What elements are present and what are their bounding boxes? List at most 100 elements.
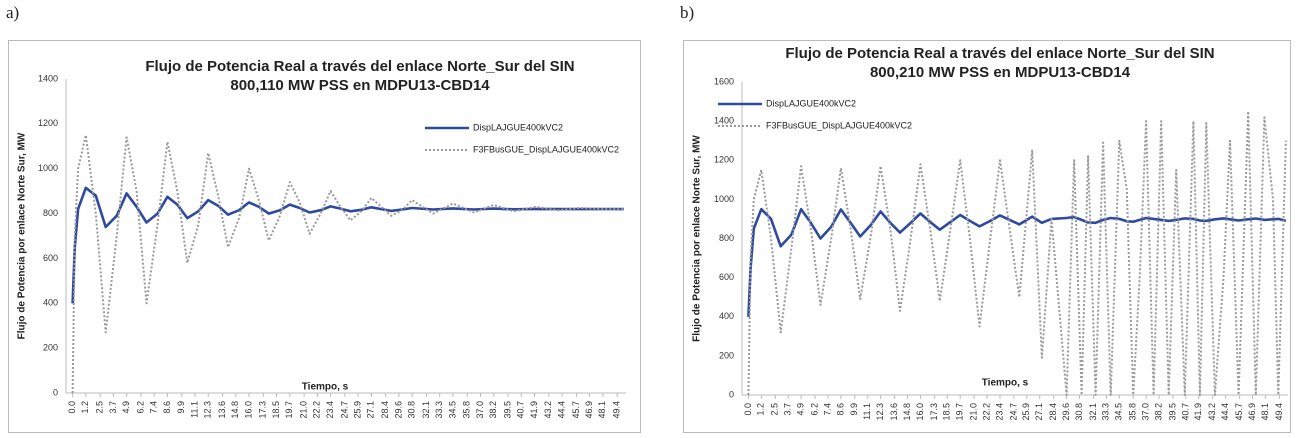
chart-subtitle: 800,110 MW PSS en MDPU13-CBD14 bbox=[230, 77, 490, 94]
x-tick-label: 23.4 bbox=[325, 401, 335, 419]
y-tick-label: 800 bbox=[719, 233, 734, 243]
x-tick-label: 43.2 bbox=[1207, 403, 1217, 421]
legend-label: F3FBusGUE_DispLAJGUE400kVC2 bbox=[766, 120, 912, 130]
x-tick-label: 28.4 bbox=[1048, 403, 1058, 421]
x-tick-label: 4.9 bbox=[121, 401, 131, 414]
x-tick-label: 29.6 bbox=[393, 401, 403, 419]
x-tick-label: 6.2 bbox=[135, 401, 145, 414]
x-tick-label: 18.5 bbox=[271, 401, 281, 419]
x-tick-label: 14.8 bbox=[230, 401, 240, 419]
x-tick-label: 9.9 bbox=[849, 403, 859, 416]
y-tick-label: 1400 bbox=[38, 73, 58, 83]
x-tick-label: 49.4 bbox=[1274, 403, 1284, 421]
x-tick-label: 35.8 bbox=[462, 401, 472, 419]
x-tick-label: 44.4 bbox=[1220, 403, 1230, 421]
x-tick-label: 27.1 bbox=[366, 401, 376, 419]
x-tick-label: 37.0 bbox=[475, 401, 485, 419]
x-tick-label: 14.8 bbox=[902, 403, 912, 421]
x-tick-label: 41.9 bbox=[1193, 403, 1203, 421]
x-tick-label: 29.6 bbox=[1061, 403, 1071, 421]
chart-frame bbox=[683, 40, 1291, 433]
x-tick-label: 1.2 bbox=[756, 403, 766, 416]
x-tick-label: 4.9 bbox=[795, 403, 805, 416]
y-tick-label: 200 bbox=[43, 343, 58, 353]
x-tick-label: 3.7 bbox=[108, 401, 118, 414]
x-tick-label: 39.5 bbox=[1167, 403, 1177, 421]
x-tick-label: 12.3 bbox=[203, 401, 213, 419]
x-axis-label: Tiempo, s bbox=[982, 378, 1029, 389]
chart-subtitle: 800,210 MW PSS en MDPU13-CBD14 bbox=[870, 64, 1131, 81]
legend-label: F3FBusGUE_DispLAJGUE400kVC2 bbox=[473, 144, 619, 154]
y-tick-label: 600 bbox=[43, 253, 58, 263]
panel-label: a) bbox=[6, 3, 19, 22]
legend-label: DispLAJGUE400kVC2 bbox=[473, 122, 563, 132]
x-tick-label: 17.3 bbox=[929, 403, 939, 421]
x-tick-label: 18.5 bbox=[942, 403, 952, 421]
y-tick-label: 0 bbox=[53, 387, 58, 397]
x-tick-label: 19.7 bbox=[284, 401, 294, 419]
x-tick-label: 45.7 bbox=[571, 401, 581, 419]
x-tick-label: 12.3 bbox=[875, 403, 885, 421]
x-tick-label: 46.9 bbox=[584, 401, 594, 419]
y-tick-label: 1200 bbox=[38, 118, 58, 128]
x-tick-label: 48.1 bbox=[597, 401, 607, 419]
x-tick-label: 35.8 bbox=[1128, 403, 1138, 421]
x-tick-label: 28.4 bbox=[380, 401, 390, 419]
x-tick-label: 34.5 bbox=[447, 401, 457, 419]
x-tick-label: 7.4 bbox=[822, 403, 832, 416]
x-tick-label: 1.2 bbox=[80, 401, 90, 414]
x-tick-label: 27.1 bbox=[1034, 403, 1044, 421]
x-tick-label: 46.9 bbox=[1247, 403, 1257, 421]
x-tick-label: 25.9 bbox=[1021, 403, 1031, 421]
y-tick-label: 0 bbox=[729, 389, 734, 399]
series-line bbox=[747, 110, 1287, 396]
x-tick-label: 45.7 bbox=[1234, 403, 1244, 421]
x-tick-label: 19.7 bbox=[955, 403, 965, 421]
chart-title: Flujo de Potencia Real a través del enla… bbox=[145, 58, 574, 75]
x-tick-label: 22.2 bbox=[312, 401, 322, 419]
x-tick-label: 17.3 bbox=[258, 401, 268, 419]
y-tick-label: 200 bbox=[719, 350, 734, 360]
x-tick-label: 7.4 bbox=[149, 401, 159, 414]
x-tick-label: 49.4 bbox=[612, 401, 622, 419]
x-tick-label: 38.2 bbox=[1153, 403, 1163, 421]
x-tick-label: 3.7 bbox=[783, 403, 793, 416]
x-tick-label: 2.5 bbox=[95, 401, 105, 414]
x-tick-label: 41.9 bbox=[529, 401, 539, 419]
y-tick-label: 800 bbox=[43, 208, 58, 218]
x-tick-label: 24.7 bbox=[1008, 403, 1018, 421]
x-tick-label: 30.8 bbox=[407, 401, 417, 419]
y-tick-label: 400 bbox=[43, 298, 58, 308]
x-tick-label: 0.0 bbox=[743, 403, 753, 416]
y-axis-label: Flujo de Potencia por enlace Norte Sur, … bbox=[17, 132, 28, 339]
x-tick-label: 32.1 bbox=[421, 401, 431, 419]
x-tick-label: 30.8 bbox=[1074, 403, 1084, 421]
x-tick-label: 11.1 bbox=[189, 401, 199, 418]
x-axis-label: Tiempo, s bbox=[302, 382, 349, 393]
x-tick-label: 40.7 bbox=[1180, 403, 1190, 421]
series-line bbox=[747, 207, 1287, 317]
x-tick-label: 44.4 bbox=[556, 401, 566, 419]
x-tick-label: 8.6 bbox=[162, 401, 172, 414]
x-tick-label: 9.9 bbox=[176, 401, 186, 414]
x-tick-label: 21.0 bbox=[969, 403, 979, 421]
x-tick-label: 6.2 bbox=[809, 403, 819, 416]
legend-label: DispLAJGUE400kVC2 bbox=[766, 98, 856, 108]
x-tick-label: 8.6 bbox=[835, 403, 845, 416]
y-tick-label: 600 bbox=[719, 272, 734, 282]
x-tick-label: 39.5 bbox=[502, 401, 512, 419]
y-axis-label: Flujo de Potencia por enlace Norte Sur, … bbox=[692, 135, 703, 342]
x-tick-label: 38.2 bbox=[488, 401, 498, 419]
chart-title: Flujo de Potencia Real a través del enla… bbox=[785, 45, 1214, 62]
y-tick-label: 1600 bbox=[714, 76, 734, 86]
x-tick-label: 13.6 bbox=[217, 401, 227, 419]
x-tick-label: 33.3 bbox=[434, 401, 444, 419]
x-tick-label: 0.0 bbox=[67, 401, 77, 414]
x-tick-label: 48.1 bbox=[1260, 403, 1270, 421]
x-tick-label: 13.6 bbox=[889, 403, 899, 421]
x-tick-label: 11.1 bbox=[862, 403, 872, 420]
x-tick-label: 34.5 bbox=[1114, 403, 1124, 421]
y-tick-label: 1200 bbox=[714, 155, 734, 165]
x-tick-label: 21.0 bbox=[298, 401, 308, 419]
